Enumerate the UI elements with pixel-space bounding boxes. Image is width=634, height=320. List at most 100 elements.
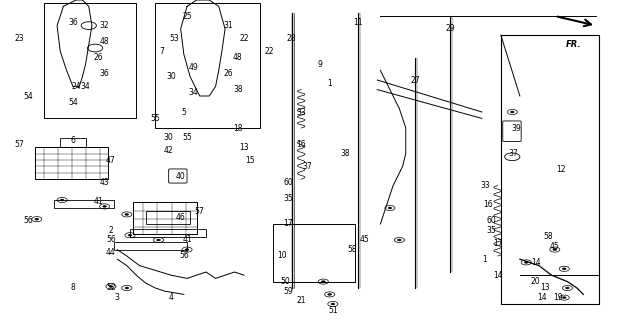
Text: 39: 39 [512, 124, 522, 132]
Text: 21: 21 [297, 296, 306, 305]
Text: 57: 57 [14, 140, 24, 148]
Text: 23: 23 [14, 34, 24, 43]
Text: 40: 40 [176, 172, 186, 180]
Text: 18: 18 [233, 124, 242, 132]
Text: 52: 52 [106, 284, 116, 292]
Text: 34: 34 [188, 88, 198, 97]
Text: 14: 14 [531, 258, 541, 267]
Text: 49: 49 [188, 63, 198, 72]
Text: 30: 30 [163, 133, 173, 142]
Circle shape [60, 199, 64, 201]
Circle shape [331, 303, 335, 305]
Text: 6: 6 [70, 136, 75, 145]
Circle shape [510, 111, 514, 113]
Text: 56: 56 [106, 236, 116, 244]
Text: 41: 41 [182, 236, 192, 244]
Text: 1: 1 [482, 255, 488, 264]
Text: 43: 43 [100, 178, 110, 187]
Text: 58: 58 [347, 245, 357, 254]
Text: 28: 28 [287, 34, 296, 43]
Text: 16: 16 [483, 200, 493, 209]
Text: 14: 14 [493, 271, 503, 280]
Text: 13: 13 [239, 143, 249, 152]
Text: FR.: FR. [566, 40, 581, 49]
Text: 3: 3 [115, 293, 120, 302]
Circle shape [566, 287, 569, 289]
Text: 22: 22 [240, 34, 249, 43]
Text: 53: 53 [169, 34, 179, 43]
Circle shape [321, 281, 325, 283]
Text: 51: 51 [328, 306, 338, 315]
Text: 41: 41 [93, 197, 103, 206]
Text: 50: 50 [280, 277, 290, 286]
Text: 44: 44 [106, 248, 116, 257]
Text: 32: 32 [100, 21, 110, 30]
Text: 36: 36 [100, 69, 110, 78]
Text: 13: 13 [540, 284, 550, 292]
Circle shape [125, 213, 129, 215]
Text: 57: 57 [195, 207, 205, 216]
Text: 47: 47 [106, 156, 116, 164]
Text: 45: 45 [359, 236, 370, 244]
Text: 33: 33 [480, 181, 490, 190]
Text: 9: 9 [318, 60, 323, 68]
Text: 31: 31 [223, 21, 233, 30]
Bar [44, 3, 136, 118]
Text: 60: 60 [283, 178, 294, 187]
Text: 34: 34 [81, 82, 91, 91]
Text: 54: 54 [68, 98, 78, 107]
Text: 22: 22 [265, 47, 274, 56]
Bar [155, 3, 260, 128]
Circle shape [398, 239, 401, 241]
Text: 56: 56 [179, 252, 189, 260]
Text: 1: 1 [327, 79, 332, 88]
Text: 60: 60 [486, 216, 496, 225]
Text: 26: 26 [223, 69, 233, 78]
Text: 48: 48 [233, 53, 243, 62]
Text: 25: 25 [182, 12, 192, 20]
Text: 56: 56 [23, 216, 34, 225]
Circle shape [185, 249, 189, 251]
Text: 30: 30 [166, 72, 176, 81]
Text: 4: 4 [169, 293, 174, 302]
Circle shape [103, 205, 107, 207]
Text: 5: 5 [181, 108, 186, 116]
Circle shape [524, 261, 528, 263]
Text: 26: 26 [93, 53, 103, 62]
Circle shape [388, 207, 392, 209]
Text: 17: 17 [283, 220, 294, 228]
Text: 48: 48 [100, 37, 110, 46]
Text: 33: 33 [296, 108, 306, 116]
Text: 35: 35 [486, 226, 496, 235]
Bar [501, 35, 599, 304]
Circle shape [35, 218, 39, 220]
Text: 55: 55 [150, 114, 160, 123]
Text: 58: 58 [543, 232, 553, 241]
Text: 24: 24 [71, 82, 81, 91]
Text: 16: 16 [296, 140, 306, 148]
Text: 10: 10 [277, 252, 287, 260]
Text: 17: 17 [493, 239, 503, 248]
Text: 8: 8 [70, 284, 75, 292]
Circle shape [328, 293, 332, 295]
Text: 37: 37 [508, 149, 519, 158]
Circle shape [128, 234, 132, 236]
Text: 55: 55 [182, 133, 192, 142]
Text: 36: 36 [68, 18, 78, 27]
Text: 46: 46 [176, 213, 186, 222]
Text: 54: 54 [23, 92, 34, 100]
Text: 37: 37 [302, 162, 313, 171]
Circle shape [125, 287, 129, 289]
Circle shape [562, 297, 566, 299]
Text: 38: 38 [233, 85, 243, 94]
Circle shape [157, 239, 160, 241]
Circle shape [553, 249, 557, 251]
Text: 38: 38 [340, 149, 351, 158]
Circle shape [562, 268, 566, 270]
Text: 2: 2 [108, 226, 113, 235]
Circle shape [109, 285, 113, 287]
Text: 7: 7 [159, 47, 164, 56]
Text: 27: 27 [410, 76, 420, 84]
Text: 15: 15 [245, 156, 256, 164]
Text: 59: 59 [283, 287, 294, 296]
